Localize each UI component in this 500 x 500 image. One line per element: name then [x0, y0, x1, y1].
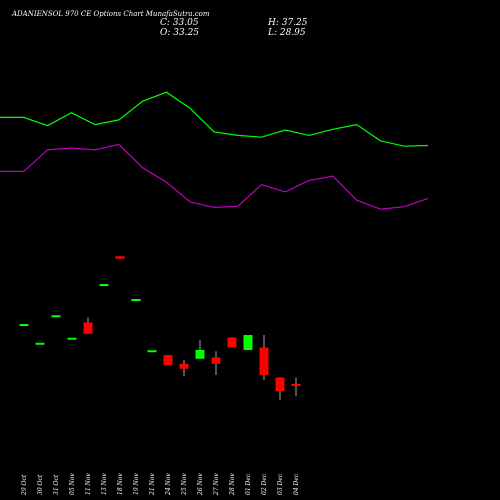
candle-body-4 — [83, 322, 93, 334]
candle-body-8 — [147, 350, 157, 353]
x-tick-label-8: 21 Nov — [149, 473, 156, 496]
upper-band-line — [0, 91, 429, 147]
candle-body-16 — [275, 377, 285, 392]
candle-body-12 — [211, 357, 221, 364]
ohlc-close: C: 33.05 — [160, 18, 199, 28]
x-tick-label-13: 28 Nov — [229, 473, 236, 496]
ohlc-high: H: 37.25 — [268, 18, 308, 28]
x-tick-label-3: 05 Nov — [69, 473, 76, 495]
candle-body-10 — [179, 363, 189, 369]
x-tick-label-7: 19 Nov — [133, 473, 140, 495]
x-tick-label-2: 31 Oct — [53, 474, 60, 495]
lower-band-line — [0, 143, 429, 210]
ohlc-low: L: 28.95 — [268, 28, 306, 38]
candle-body-6 — [115, 256, 125, 259]
x-tick-label-6: 18 Nov — [117, 473, 124, 495]
candle-body-14 — [243, 335, 253, 350]
candle-body-11 — [195, 350, 205, 359]
x-tick-label-9: 24 Nov — [165, 473, 172, 496]
candle-body-17 — [291, 384, 301, 386]
candle-body-15 — [259, 347, 269, 375]
x-tick-label-10: 25 Nov — [181, 473, 188, 496]
x-tick-label-14: 01 Dec — [245, 473, 252, 495]
x-tick-label-4: 11 Nov — [85, 473, 92, 495]
candle-body-13 — [227, 337, 237, 348]
candle-body-7 — [131, 299, 141, 301]
candle-body-2 — [51, 315, 61, 318]
x-tick-label-1: 30 Oct — [37, 474, 44, 495]
candle-body-1 — [35, 342, 45, 345]
candle-body-9 — [163, 355, 173, 365]
candle-body-3 — [67, 337, 77, 340]
ohlc-open: O: 33.25 — [160, 28, 200, 38]
x-tick-label-12: 27 Nov — [213, 473, 220, 496]
candle-body-0 — [19, 324, 29, 326]
candle-body-5 — [99, 284, 109, 286]
chart-title: ADANIENSOL 970 CE Options Chart MunafaSu… — [12, 10, 210, 18]
x-tick-label-5: 13 Nov — [101, 473, 108, 495]
x-tick-label-17: 04 Dec — [293, 473, 300, 495]
x-tick-label-0: 29 Oct — [21, 474, 28, 496]
x-tick-label-11: 26 Nov — [197, 473, 204, 496]
x-tick-label-15: 02 Dec — [261, 473, 268, 495]
x-tick-label-16: 03 Dec — [277, 473, 284, 495]
